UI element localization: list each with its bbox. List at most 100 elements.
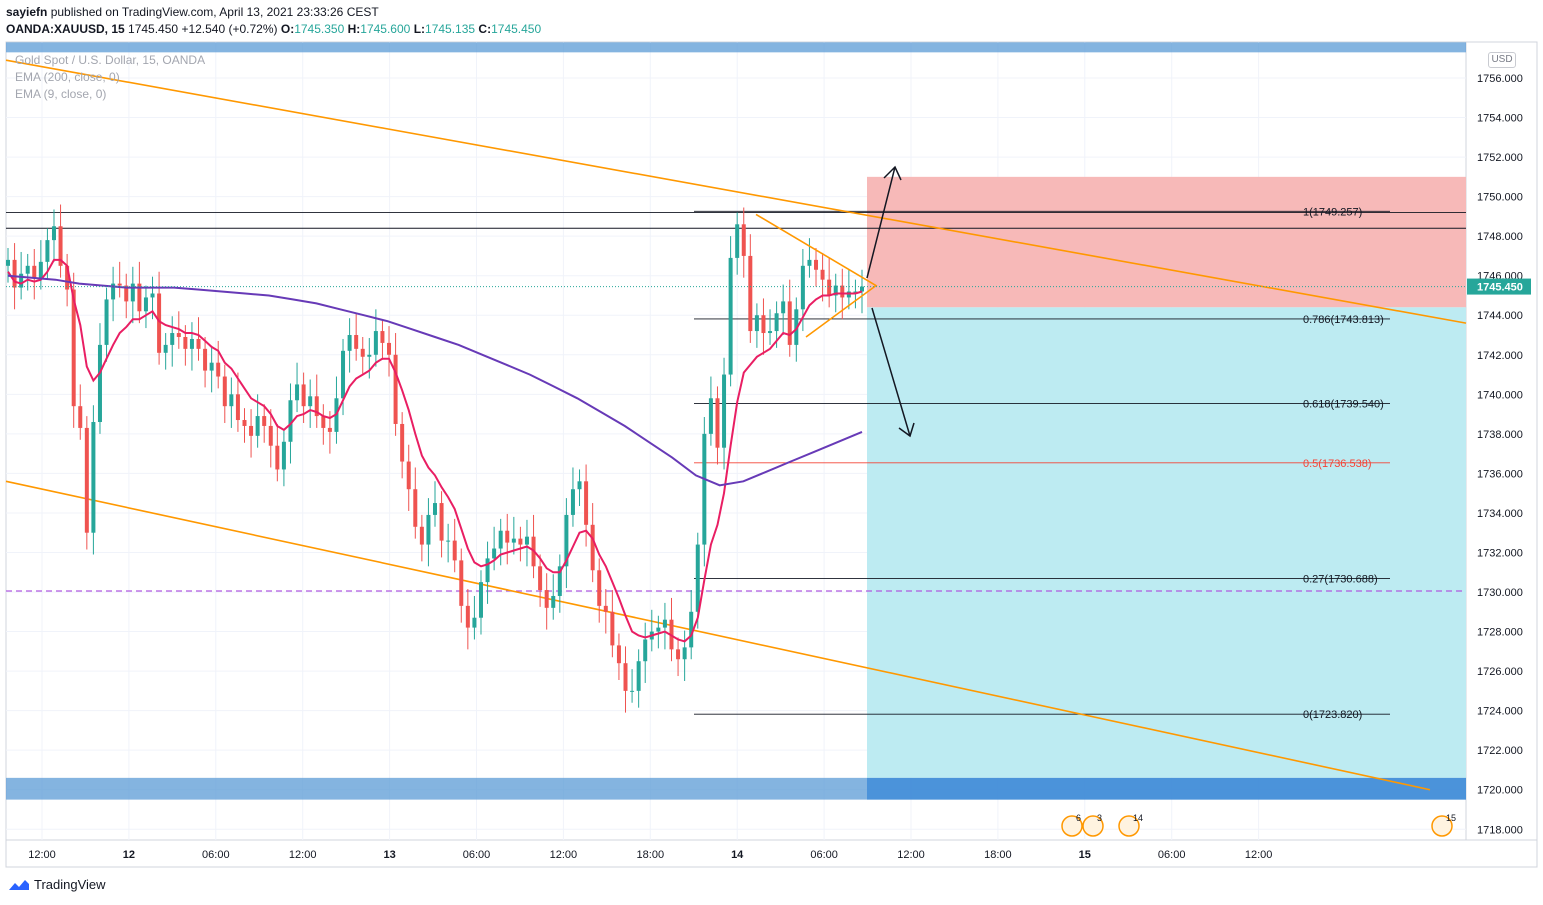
time-tick-label: 18:00: [984, 849, 1012, 861]
price-tick-label: 1724.000: [1477, 706, 1523, 718]
event-count-label: 15: [1446, 813, 1456, 823]
candle-body: [768, 331, 773, 334]
fib-level-label: 0.618(1739.540): [1303, 398, 1384, 410]
candle-body: [19, 273, 24, 288]
price-tick-label: 1736.000: [1477, 468, 1523, 480]
candle-body: [439, 503, 444, 541]
close-value: 1745.450: [491, 22, 542, 36]
candle-body: [91, 421, 96, 533]
candle-body: [12, 259, 17, 288]
last-price: 1745.450: [128, 22, 179, 36]
candle-body: [472, 617, 477, 628]
candle-body: [229, 394, 234, 407]
candle-body: [860, 286, 864, 292]
upper-trendline: [5, 59, 1467, 324]
candle-body: [807, 259, 812, 266]
candle-body: [189, 338, 194, 349]
brand-name: TradingView: [34, 877, 106, 892]
candle-body: [853, 291, 858, 293]
candle-body: [761, 315, 766, 334]
candle-body: [216, 362, 221, 377]
candle-body: [840, 285, 845, 298]
breakout-down-arrow-icon: [871, 307, 915, 438]
candle-body: [203, 348, 208, 371]
candle-body: [820, 269, 825, 280]
time-tick-label: 06:00: [202, 849, 230, 861]
author-name[interactable]: sayiefn: [6, 5, 48, 19]
candle-body: [662, 619, 667, 628]
candle-body: [557, 566, 562, 596]
candle-body: [643, 639, 648, 662]
candle-body: [97, 344, 102, 422]
candle-body: [459, 560, 464, 606]
time-tick-label: 12: [123, 849, 135, 861]
candle-body: [209, 362, 214, 371]
candle-body: [584, 481, 589, 525]
candle-body: [45, 240, 50, 262]
price-tick-label: 1742.000: [1477, 350, 1523, 362]
symbol-name[interactable]: OANDA:XAUUSD, 15: [6, 22, 125, 36]
legend-ema9[interactable]: EMA (9, close, 0): [15, 87, 107, 101]
candle-body: [748, 255, 753, 332]
low-value: 1745.135: [425, 22, 476, 36]
price-tick-label: 1738.000: [1477, 429, 1523, 441]
time-tick-label: 14: [731, 849, 744, 861]
candle-body: [833, 285, 838, 296]
candle-body: [551, 595, 556, 608]
candle-body: [38, 261, 43, 278]
candle-body: [728, 257, 733, 375]
candle-body: [124, 285, 129, 302]
candle-body: [255, 416, 260, 436]
candle-body: [242, 420, 247, 426]
candle-body: [393, 354, 398, 424]
candle-body: [347, 335, 352, 351]
candle-body: [827, 279, 832, 296]
candle-body: [301, 384, 306, 407]
candle-body: [78, 406, 83, 428]
price-tick-label: 1732.000: [1477, 547, 1523, 559]
time-tick-label: 18:00: [637, 849, 665, 861]
candle-body: [104, 299, 109, 345]
time-tick-label: 15: [1079, 849, 1091, 861]
stop-loss-zone: [867, 176, 1466, 308]
last-price-tag: [1467, 278, 1531, 295]
low-label: L:: [413, 22, 426, 36]
time-tick-label: 12:00: [897, 849, 925, 861]
candle-body: [577, 481, 582, 490]
candle-body: [564, 514, 569, 567]
candle-body: [25, 265, 30, 274]
time-tick-label: 12:00: [1245, 849, 1273, 861]
candle-body: [656, 627, 661, 632]
candle-body: [111, 283, 116, 300]
candle-body: [754, 315, 759, 332]
price-change: +12.540 (+0.72%): [181, 22, 278, 36]
candle-body: [222, 376, 227, 407]
breakout-up-arrow-icon: [866, 165, 902, 279]
candle-body: [275, 445, 280, 470]
candle-body: [781, 301, 786, 314]
candle-body: [590, 524, 595, 571]
price-tick-label: 1750.000: [1477, 192, 1523, 204]
target-band-overlap: [867, 777, 1466, 800]
candle-body: [380, 331, 385, 343]
candle-body: [603, 605, 608, 612]
footer-brand[interactable]: TradingView: [8, 877, 106, 892]
legend-ema200[interactable]: EMA (200, close, 0): [15, 70, 120, 84]
take-profit-zone: [867, 307, 1466, 778]
candle-body: [58, 226, 63, 266]
currency-label[interactable]: USD: [1488, 52, 1516, 68]
candle-body: [426, 514, 431, 545]
last-price-label: 1745.450: [1477, 282, 1523, 294]
candle-body: [800, 265, 805, 310]
publish-info: sayiefn published on TradingView.com, Ap…: [6, 5, 379, 19]
candle-body: [610, 611, 615, 646]
candle-body: [570, 489, 575, 515]
candle-body: [518, 538, 523, 545]
candle-body: [735, 224, 740, 258]
candle-body: [32, 265, 37, 278]
price-tick-label: 1752.000: [1477, 152, 1523, 164]
candle-body: [623, 663, 628, 691]
ema200-line: [7, 274, 863, 487]
candle-body: [498, 530, 503, 549]
